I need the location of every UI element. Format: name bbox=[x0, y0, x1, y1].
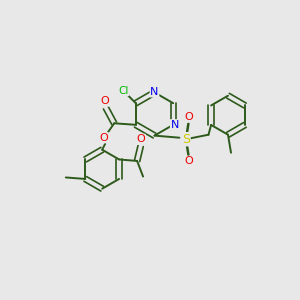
Text: O: O bbox=[184, 156, 193, 167]
Text: S: S bbox=[182, 133, 190, 146]
Text: Cl: Cl bbox=[118, 85, 128, 96]
Text: O: O bbox=[184, 112, 193, 122]
Text: O: O bbox=[100, 96, 109, 106]
Text: O: O bbox=[99, 133, 108, 143]
Text: N: N bbox=[170, 120, 179, 130]
Text: N: N bbox=[150, 87, 159, 97]
Text: O: O bbox=[136, 134, 145, 144]
